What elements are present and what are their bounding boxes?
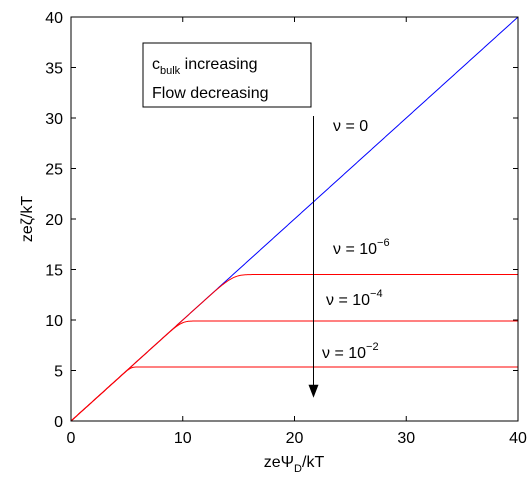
series-label-nu-1e-2: ν = 10−2 — [322, 341, 379, 362]
y-tick-label-8: 40 — [45, 10, 63, 27]
series-label-nu-1e-4: ν = 10−4 — [326, 288, 383, 309]
x-tick-label-4: 40 — [509, 430, 527, 447]
series-label-nu-0: ν = 0 — [333, 118, 368, 135]
series-label-nu-1e-6: ν = 10−6 — [333, 237, 390, 258]
x-tick-label-0: 0 — [67, 430, 76, 447]
y-tick-label-3: 15 — [45, 263, 63, 280]
y-axis-label: zeζ/kT — [19, 196, 36, 242]
series-line-2 — [70, 320, 518, 422]
series-line-3 — [70, 366, 518, 422]
annotation-line-1: cbulk increasing — [152, 56, 258, 77]
axis-ticks: 0 10 20 30 40 0 5 10 15 20 25 30 35 40 — [45, 10, 527, 447]
x-tick-label-2: 20 — [286, 430, 304, 447]
x-axis-label: zeΨD/kT — [264, 454, 325, 475]
annotation-line-2: Flow decreasing — [152, 85, 269, 102]
x-tick-label-3: 30 — [397, 430, 415, 447]
series-lines — [70, 16, 519, 422]
annotation-arrow — [308, 116, 319, 398]
y-tick-label-0: 0 — [54, 414, 63, 431]
y-tick-label-5: 25 — [45, 162, 63, 179]
annotation-frame — [142, 42, 312, 108]
series-line-1 — [70, 274, 518, 422]
y-tick-label-2: 10 — [45, 313, 63, 330]
x-tick-label-1: 10 — [174, 430, 192, 447]
y-tick-label-1: 5 — [54, 364, 63, 381]
arrow-head — [308, 384, 319, 398]
y-tick-label-6: 30 — [45, 111, 63, 128]
annotation-box: cbulk increasing Flow decreasing — [142, 42, 312, 108]
y-tick-label-4: 20 — [45, 212, 63, 229]
y-tick-label-7: 35 — [45, 61, 63, 78]
